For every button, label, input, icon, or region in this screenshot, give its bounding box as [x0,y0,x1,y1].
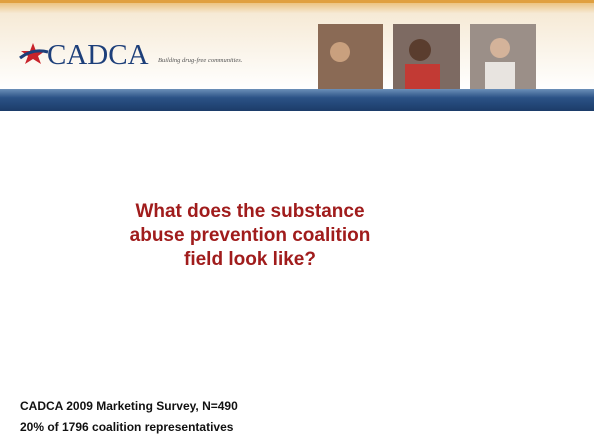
title-line: What does the substance [135,201,365,222]
photo-detail [485,62,515,90]
footer-line: 20% of 1796 coalition representatives [20,420,234,434]
header: CADCA Building drug-free communities. [0,0,594,111]
photo [318,24,383,90]
logo-text: CADCA [47,39,149,71]
logo-star [21,43,45,64]
logo-swoosh [19,49,49,60]
footer-line: CADCA 2009 Marketing Survey, N=490 [20,399,238,413]
photo-detail [330,42,350,62]
title-line: field look like? [184,249,316,270]
top-stripe [0,0,594,3]
photo-detail [490,38,510,58]
tagline: Building drug-free communities. [158,57,243,64]
header-bar [0,89,594,111]
photo-detail [405,64,440,90]
photo-detail [409,39,431,61]
title-line: abuse prevention coalition [129,225,371,246]
